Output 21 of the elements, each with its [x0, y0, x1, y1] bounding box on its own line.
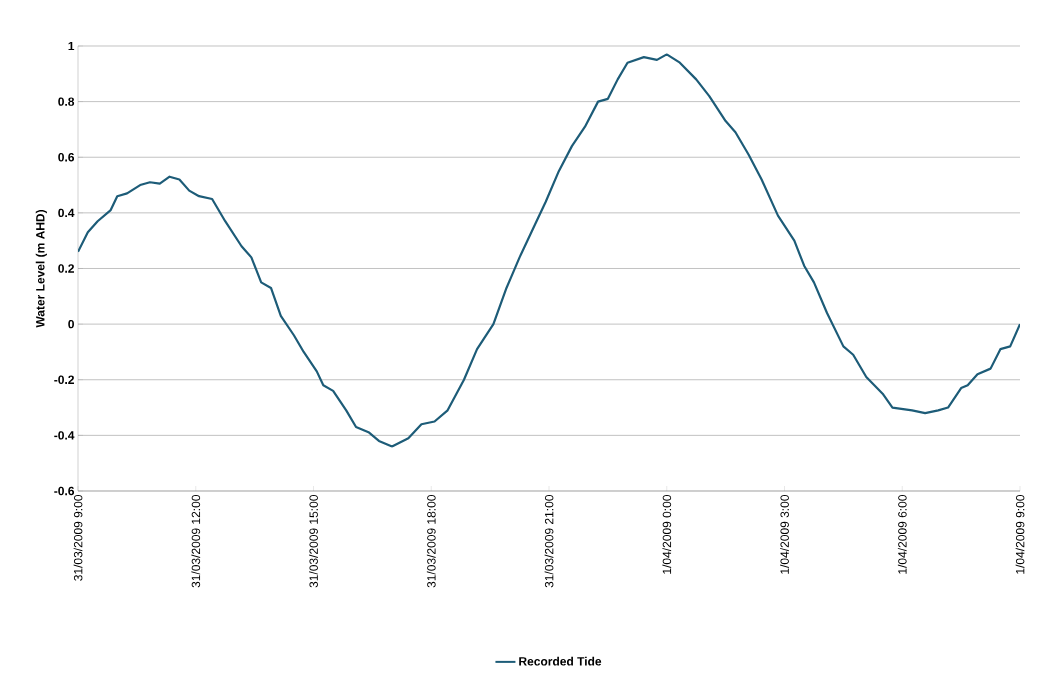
y-tick-label: 0.6	[58, 153, 75, 162]
y-tick-label: -0.4	[54, 431, 75, 440]
y-tick-label: 0.8	[58, 97, 75, 106]
x-tick-label: 1/04/2009 0:00	[662, 495, 672, 574]
x-tick-label: 31/03/2009 15:00	[309, 495, 318, 588]
x-tick-label: 1/04/2009 6:00	[897, 495, 907, 574]
y-tick-label: -0.2	[54, 375, 74, 384]
x-tick-label: 1/04/2009 9:00	[1015, 495, 1025, 574]
x-tick-label: 31/03/2009 9:00	[73, 495, 83, 581]
y-tick-label: 0.2	[58, 264, 74, 273]
x-tick-label: 31/03/2009 18:00	[426, 495, 436, 588]
y-tick-label: -0.6	[54, 486, 75, 496]
legend-label: Recorded Tide	[519, 656, 602, 666]
y-tick-label: 0.4	[58, 208, 75, 218]
x-tick-label: 31/03/2009 21:00	[544, 495, 554, 588]
y-tick-label: 0	[68, 319, 74, 329]
y-axis-title: Water Level (m AHD)	[35, 209, 47, 328]
line-series	[78, 53, 1021, 448]
y-tick-label: 1	[68, 41, 75, 51]
x-tick-label: 31/03/2009 12:00	[191, 495, 201, 588]
x-tick-label: 1/04/2009 3:00	[780, 495, 789, 574]
